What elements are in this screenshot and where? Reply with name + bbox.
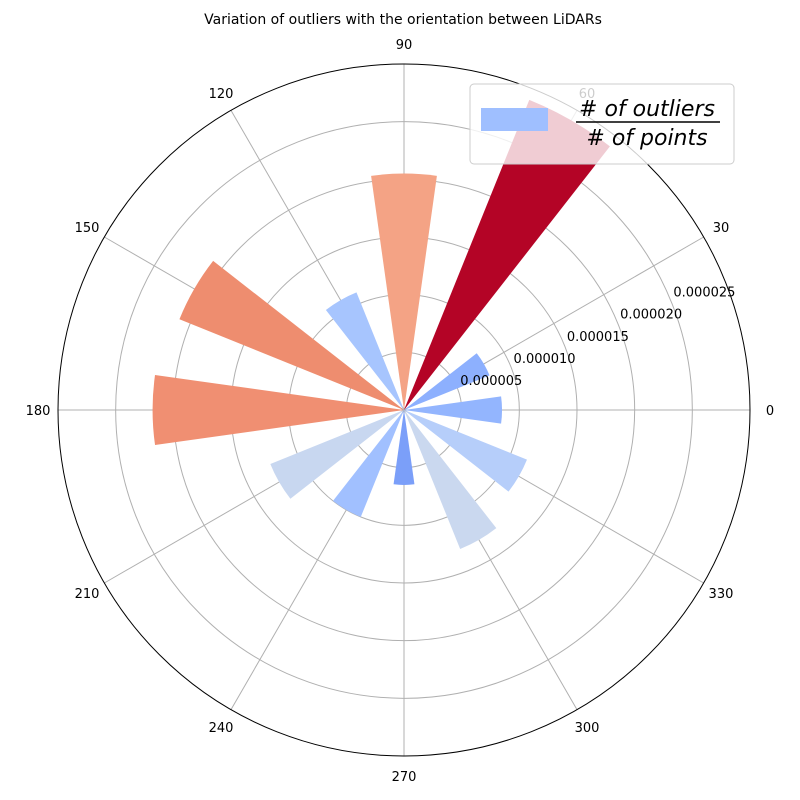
theta-tick-label: 330 [709, 587, 734, 602]
bar-240 [332, 410, 404, 517]
bar-90 [371, 173, 437, 410]
theta-tick-label: 30 [713, 221, 730, 236]
chart-title: Variation of outliers with the orientati… [204, 12, 602, 28]
theta-tick-label: 300 [575, 721, 600, 736]
outer-frame [57, 63, 751, 757]
theta-tick-label: 240 [209, 721, 234, 736]
bars [152, 99, 610, 550]
bar-270 [393, 410, 415, 485]
bar-60 [404, 99, 610, 410]
theta-tick-label: 90 [396, 38, 413, 53]
legend-denominator: # of points [586, 126, 707, 151]
r-tick-label: 0.000005 [460, 374, 522, 389]
bar-120 [325, 292, 404, 410]
theta-tick-label: 270 [392, 770, 417, 785]
r-tick-label: 0.000020 [620, 308, 682, 323]
theta-tick-label: 0 [766, 404, 774, 419]
r-tick-label: 0.000015 [567, 330, 629, 345]
bar-180 [152, 375, 404, 445]
r-tick-label: 0.000025 [673, 286, 735, 301]
legend-box [469, 83, 735, 165]
legend-numerator: # of outliers [579, 97, 715, 122]
legend: # of outliers # of points [469, 83, 735, 165]
bar-330 [404, 410, 527, 492]
bar-30 [404, 353, 490, 410]
r-tick-label: 0.000010 [514, 352, 576, 367]
theta-tick-label: 150 [75, 221, 100, 236]
theta-tick-label: 120 [209, 87, 234, 102]
bar-0 [404, 396, 503, 424]
theta-tick-label: 210 [75, 587, 100, 602]
legend-swatch [481, 108, 548, 131]
bar-150 [179, 260, 404, 410]
tick-labels: 03060901201501802102402703003300.0000050… [26, 38, 775, 785]
bar-210 [270, 410, 404, 499]
bar-300 [404, 410, 497, 550]
theta-tick-label: 180 [26, 404, 51, 419]
